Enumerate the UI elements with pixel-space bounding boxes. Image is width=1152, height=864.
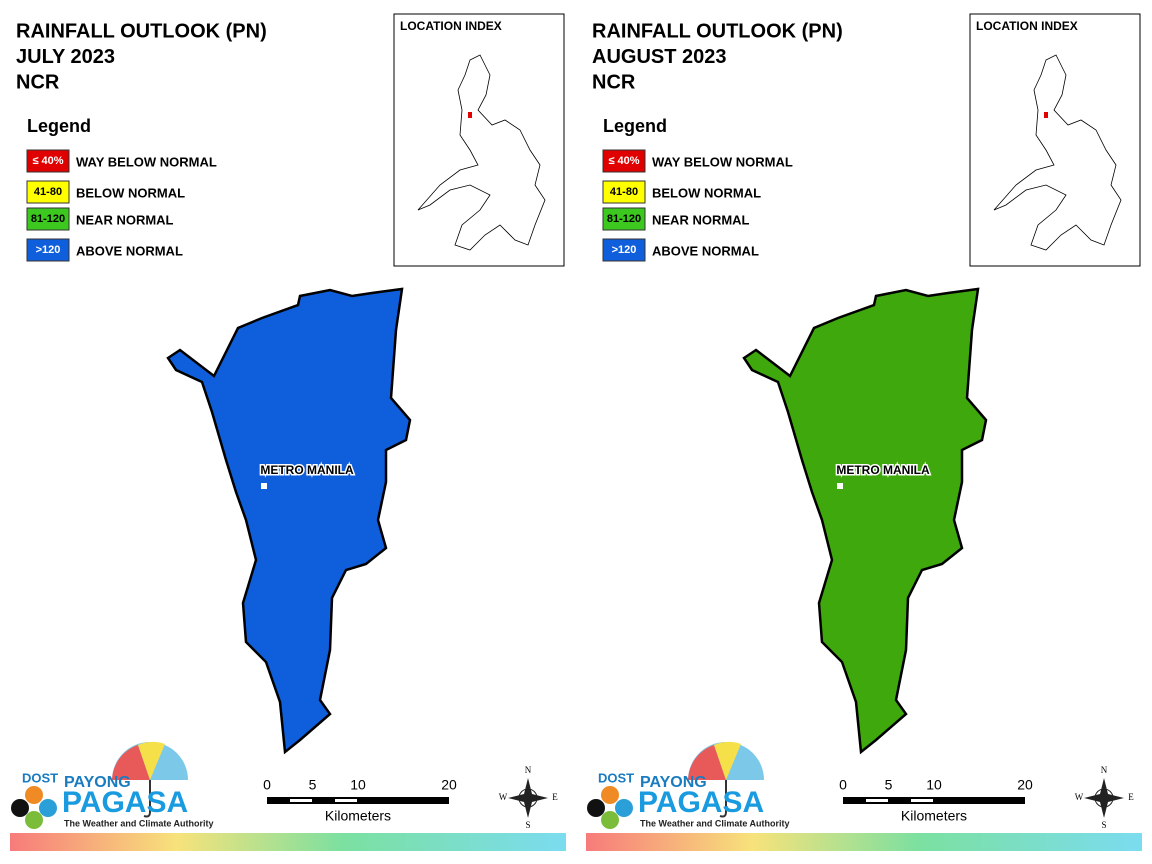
legend-swatch-label: ≤ 40% bbox=[32, 155, 63, 167]
location-marker bbox=[468, 112, 472, 118]
title-line: AUGUST 2023 bbox=[592, 46, 727, 68]
logo-petal bbox=[39, 799, 57, 817]
logo-pagasa: PAGASA bbox=[638, 786, 764, 819]
location-marker bbox=[1044, 112, 1048, 118]
compass-s: S bbox=[1101, 820, 1106, 830]
legend-swatch-label: 81-120 bbox=[31, 213, 65, 225]
compass-e: E bbox=[552, 792, 558, 802]
scale-bar bbox=[267, 797, 449, 804]
location-index-map bbox=[417, 54, 546, 251]
scale-tick-label: 10 bbox=[350, 777, 366, 793]
legend-title: Legend bbox=[27, 116, 91, 136]
legend-swatch bbox=[602, 207, 646, 231]
legend-swatch bbox=[26, 238, 70, 262]
title-line: NCR bbox=[16, 71, 60, 93]
legend-text: WAY BELOW NORMAL bbox=[76, 154, 217, 169]
logo-dost: DOST bbox=[22, 770, 58, 785]
legend-swatch-label: 41-80 bbox=[34, 186, 62, 198]
region-label: METRO MANILA bbox=[836, 463, 930, 477]
legend-text: NEAR NORMAL bbox=[76, 212, 174, 227]
scale-tick-label: 0 bbox=[839, 777, 847, 793]
compass-w: W bbox=[1075, 792, 1084, 802]
location-index-map bbox=[993, 54, 1122, 251]
scale-bar bbox=[843, 797, 1025, 804]
compass-s: S bbox=[525, 820, 530, 830]
legend-swatch-label: >120 bbox=[612, 244, 637, 256]
umbrella-red bbox=[688, 745, 726, 780]
scale-bar-segment bbox=[335, 799, 357, 802]
color-strip bbox=[586, 833, 1142, 851]
compass-n: N bbox=[525, 765, 532, 775]
legend-swatch-label: 41-80 bbox=[610, 186, 638, 198]
umbrella-red bbox=[112, 745, 150, 780]
umbrella-yellow bbox=[714, 741, 741, 780]
scale-tick-label: 20 bbox=[1017, 777, 1033, 793]
region-shape bbox=[166, 287, 412, 755]
logo-dost: DOST bbox=[598, 770, 634, 785]
logo-pagasa: PAGASA bbox=[62, 786, 188, 819]
compass-n: N bbox=[1101, 765, 1108, 775]
legend-swatch-label: >120 bbox=[36, 244, 61, 256]
logo-petal bbox=[11, 799, 29, 817]
legend-swatch bbox=[26, 180, 70, 204]
legend-title: Legend bbox=[603, 116, 667, 136]
compass-e: E bbox=[1128, 792, 1134, 802]
region-label-point bbox=[261, 483, 267, 489]
compass-ring bbox=[518, 788, 538, 808]
region-shape bbox=[742, 287, 988, 755]
location-index-title: LOCATION INDEX bbox=[400, 19, 502, 33]
logo-payong: PAYONG bbox=[640, 774, 707, 791]
scale-bar-segment bbox=[290, 799, 312, 802]
title-line: JULY 2023 bbox=[16, 46, 115, 68]
legend-text: BELOW NORMAL bbox=[76, 185, 185, 200]
logo-petal bbox=[601, 811, 619, 829]
logo-petal bbox=[25, 811, 43, 829]
panel: RAINFALL OUTLOOK (PN) JULY 2023 NCR Legend ≤… bbox=[10, 13, 566, 851]
color-strip bbox=[10, 833, 566, 851]
logo-petal bbox=[601, 786, 619, 804]
scale-tick-label: 10 bbox=[926, 777, 942, 793]
scale-unit: Kilometers bbox=[901, 808, 967, 824]
umbrella-yellow bbox=[138, 741, 165, 780]
title-line: RAINFALL OUTLOOK (PN) bbox=[16, 20, 267, 42]
legend-swatch bbox=[26, 207, 70, 231]
scale-tick-label: 20 bbox=[441, 777, 457, 793]
compass-ring bbox=[1094, 788, 1114, 808]
compass-rose bbox=[508, 778, 548, 818]
scale-tick-label: 5 bbox=[885, 777, 893, 793]
title-line: NCR bbox=[592, 71, 636, 93]
legend-swatch-label: ≤ 40% bbox=[608, 155, 639, 167]
region-label: METRO MANILA bbox=[260, 463, 354, 477]
umbrella-handle bbox=[143, 780, 151, 818]
legend-swatch bbox=[602, 238, 646, 262]
legend-text: NEAR NORMAL bbox=[652, 212, 750, 227]
legend-text: BELOW NORMAL bbox=[652, 185, 761, 200]
legend-swatch bbox=[602, 180, 646, 204]
title-line: RAINFALL OUTLOOK (PN) bbox=[592, 20, 843, 42]
compass-rose bbox=[1084, 778, 1124, 818]
legend-text: WAY BELOW NORMAL bbox=[652, 154, 793, 169]
legend-text: ABOVE NORMAL bbox=[76, 243, 183, 258]
logo-petal bbox=[587, 799, 605, 817]
logo-tagline: The Weather and Climate Authority bbox=[640, 818, 790, 828]
panel: RAINFALL OUTLOOK (PN) AUGUST 2023 NCR Legen… bbox=[586, 13, 1142, 851]
legend-swatch bbox=[602, 149, 646, 173]
legend-text: ABOVE NORMAL bbox=[652, 243, 759, 258]
logo-tagline: The Weather and Climate Authority bbox=[64, 818, 214, 828]
umbrella-handle bbox=[719, 780, 727, 818]
compass-w: W bbox=[499, 792, 508, 802]
scale-unit: Kilometers bbox=[325, 808, 391, 824]
scale-bar-segment bbox=[911, 799, 933, 802]
logo-petal bbox=[25, 786, 43, 804]
scale-bar-segment bbox=[866, 799, 888, 802]
scale-tick-label: 5 bbox=[309, 777, 317, 793]
scale-tick-label: 0 bbox=[263, 777, 271, 793]
logo-payong: PAYONG bbox=[64, 774, 131, 791]
region-label-point bbox=[837, 483, 843, 489]
legend-swatch-label: 81-120 bbox=[607, 213, 641, 225]
logo-petal bbox=[615, 799, 633, 817]
location-index-title: LOCATION INDEX bbox=[976, 19, 1078, 33]
legend-swatch bbox=[26, 149, 70, 173]
